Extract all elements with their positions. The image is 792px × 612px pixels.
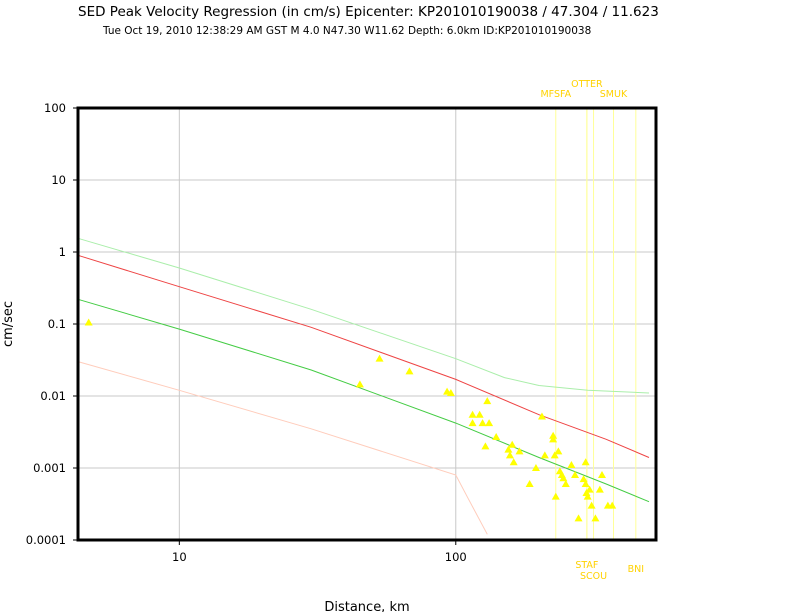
y-tick-label: 0.1 xyxy=(48,317,66,331)
station-label: SCOU xyxy=(580,571,607,582)
data-point xyxy=(485,419,494,427)
x-axis-label: Distance, km xyxy=(324,600,409,612)
data-point xyxy=(405,367,414,375)
y-tick-label: 10 xyxy=(51,173,66,187)
y-axis-ticks: 100 10 1 0.1 0.01 0.001 0.0001 xyxy=(26,101,78,547)
data-point xyxy=(591,514,600,522)
data-point xyxy=(504,445,513,453)
data-point xyxy=(583,492,592,500)
data-point xyxy=(537,412,546,420)
data-point xyxy=(585,485,594,493)
data-point xyxy=(525,479,534,487)
data-point xyxy=(375,354,384,362)
chart-subtitle: Tue Oct 19, 2010 12:38:29 AM GST M 4.0 N… xyxy=(103,25,592,37)
data-point xyxy=(571,470,580,478)
y-tick-label: 0.001 xyxy=(33,461,66,475)
grid-lines xyxy=(78,107,656,541)
x-axis-ticks: 10 100 xyxy=(172,540,467,564)
data-point xyxy=(515,447,524,455)
data-point xyxy=(581,458,590,466)
data-point xyxy=(567,461,576,469)
station-label: SMUK xyxy=(600,89,628,100)
data-point xyxy=(574,514,583,522)
data-point xyxy=(549,431,558,439)
data-point xyxy=(468,410,477,418)
regression-line xyxy=(77,254,650,458)
data-point xyxy=(554,447,563,455)
station-label: STAF xyxy=(575,560,598,571)
data-point xyxy=(446,389,455,397)
data-point xyxy=(595,485,604,493)
data-point xyxy=(478,419,487,427)
data-point xyxy=(540,451,549,459)
y-tick-label: 1 xyxy=(59,245,66,259)
data-point xyxy=(551,492,560,500)
y-tick-label: 100 xyxy=(44,101,66,115)
data-point xyxy=(549,435,558,443)
station-label: MFSFA xyxy=(540,89,571,100)
data-point xyxy=(481,442,490,450)
station-label: OTTER xyxy=(571,79,603,90)
data-point xyxy=(492,432,501,440)
y-tick-label: 0.01 xyxy=(40,389,66,403)
data-points xyxy=(84,318,617,522)
data-point xyxy=(597,470,606,478)
data-point xyxy=(561,479,570,487)
data-point xyxy=(84,318,93,326)
x-tick-label: 10 xyxy=(172,550,187,564)
data-point xyxy=(608,501,617,509)
data-point xyxy=(355,380,364,388)
regression-lines xyxy=(77,237,650,535)
data-point xyxy=(509,458,518,466)
regression-line xyxy=(77,361,488,535)
data-point xyxy=(559,474,568,482)
data-point xyxy=(505,451,514,459)
chart-title: SED Peak Velocity Regression (in cm/s) E… xyxy=(78,4,659,20)
y-tick-label: 0.0001 xyxy=(26,533,66,547)
station-label: BNI xyxy=(628,564,644,575)
data-point xyxy=(587,501,596,509)
data-point xyxy=(468,419,477,427)
data-point xyxy=(581,479,590,487)
data-point xyxy=(531,464,540,471)
data-point xyxy=(483,397,492,405)
regression-line xyxy=(77,237,650,394)
x-tick-label: 100 xyxy=(445,550,467,564)
data-point xyxy=(475,410,484,418)
data-point xyxy=(550,451,559,459)
regression-line xyxy=(77,298,650,503)
y-axis-label: cm/sec xyxy=(1,301,16,347)
data-point xyxy=(508,440,517,448)
